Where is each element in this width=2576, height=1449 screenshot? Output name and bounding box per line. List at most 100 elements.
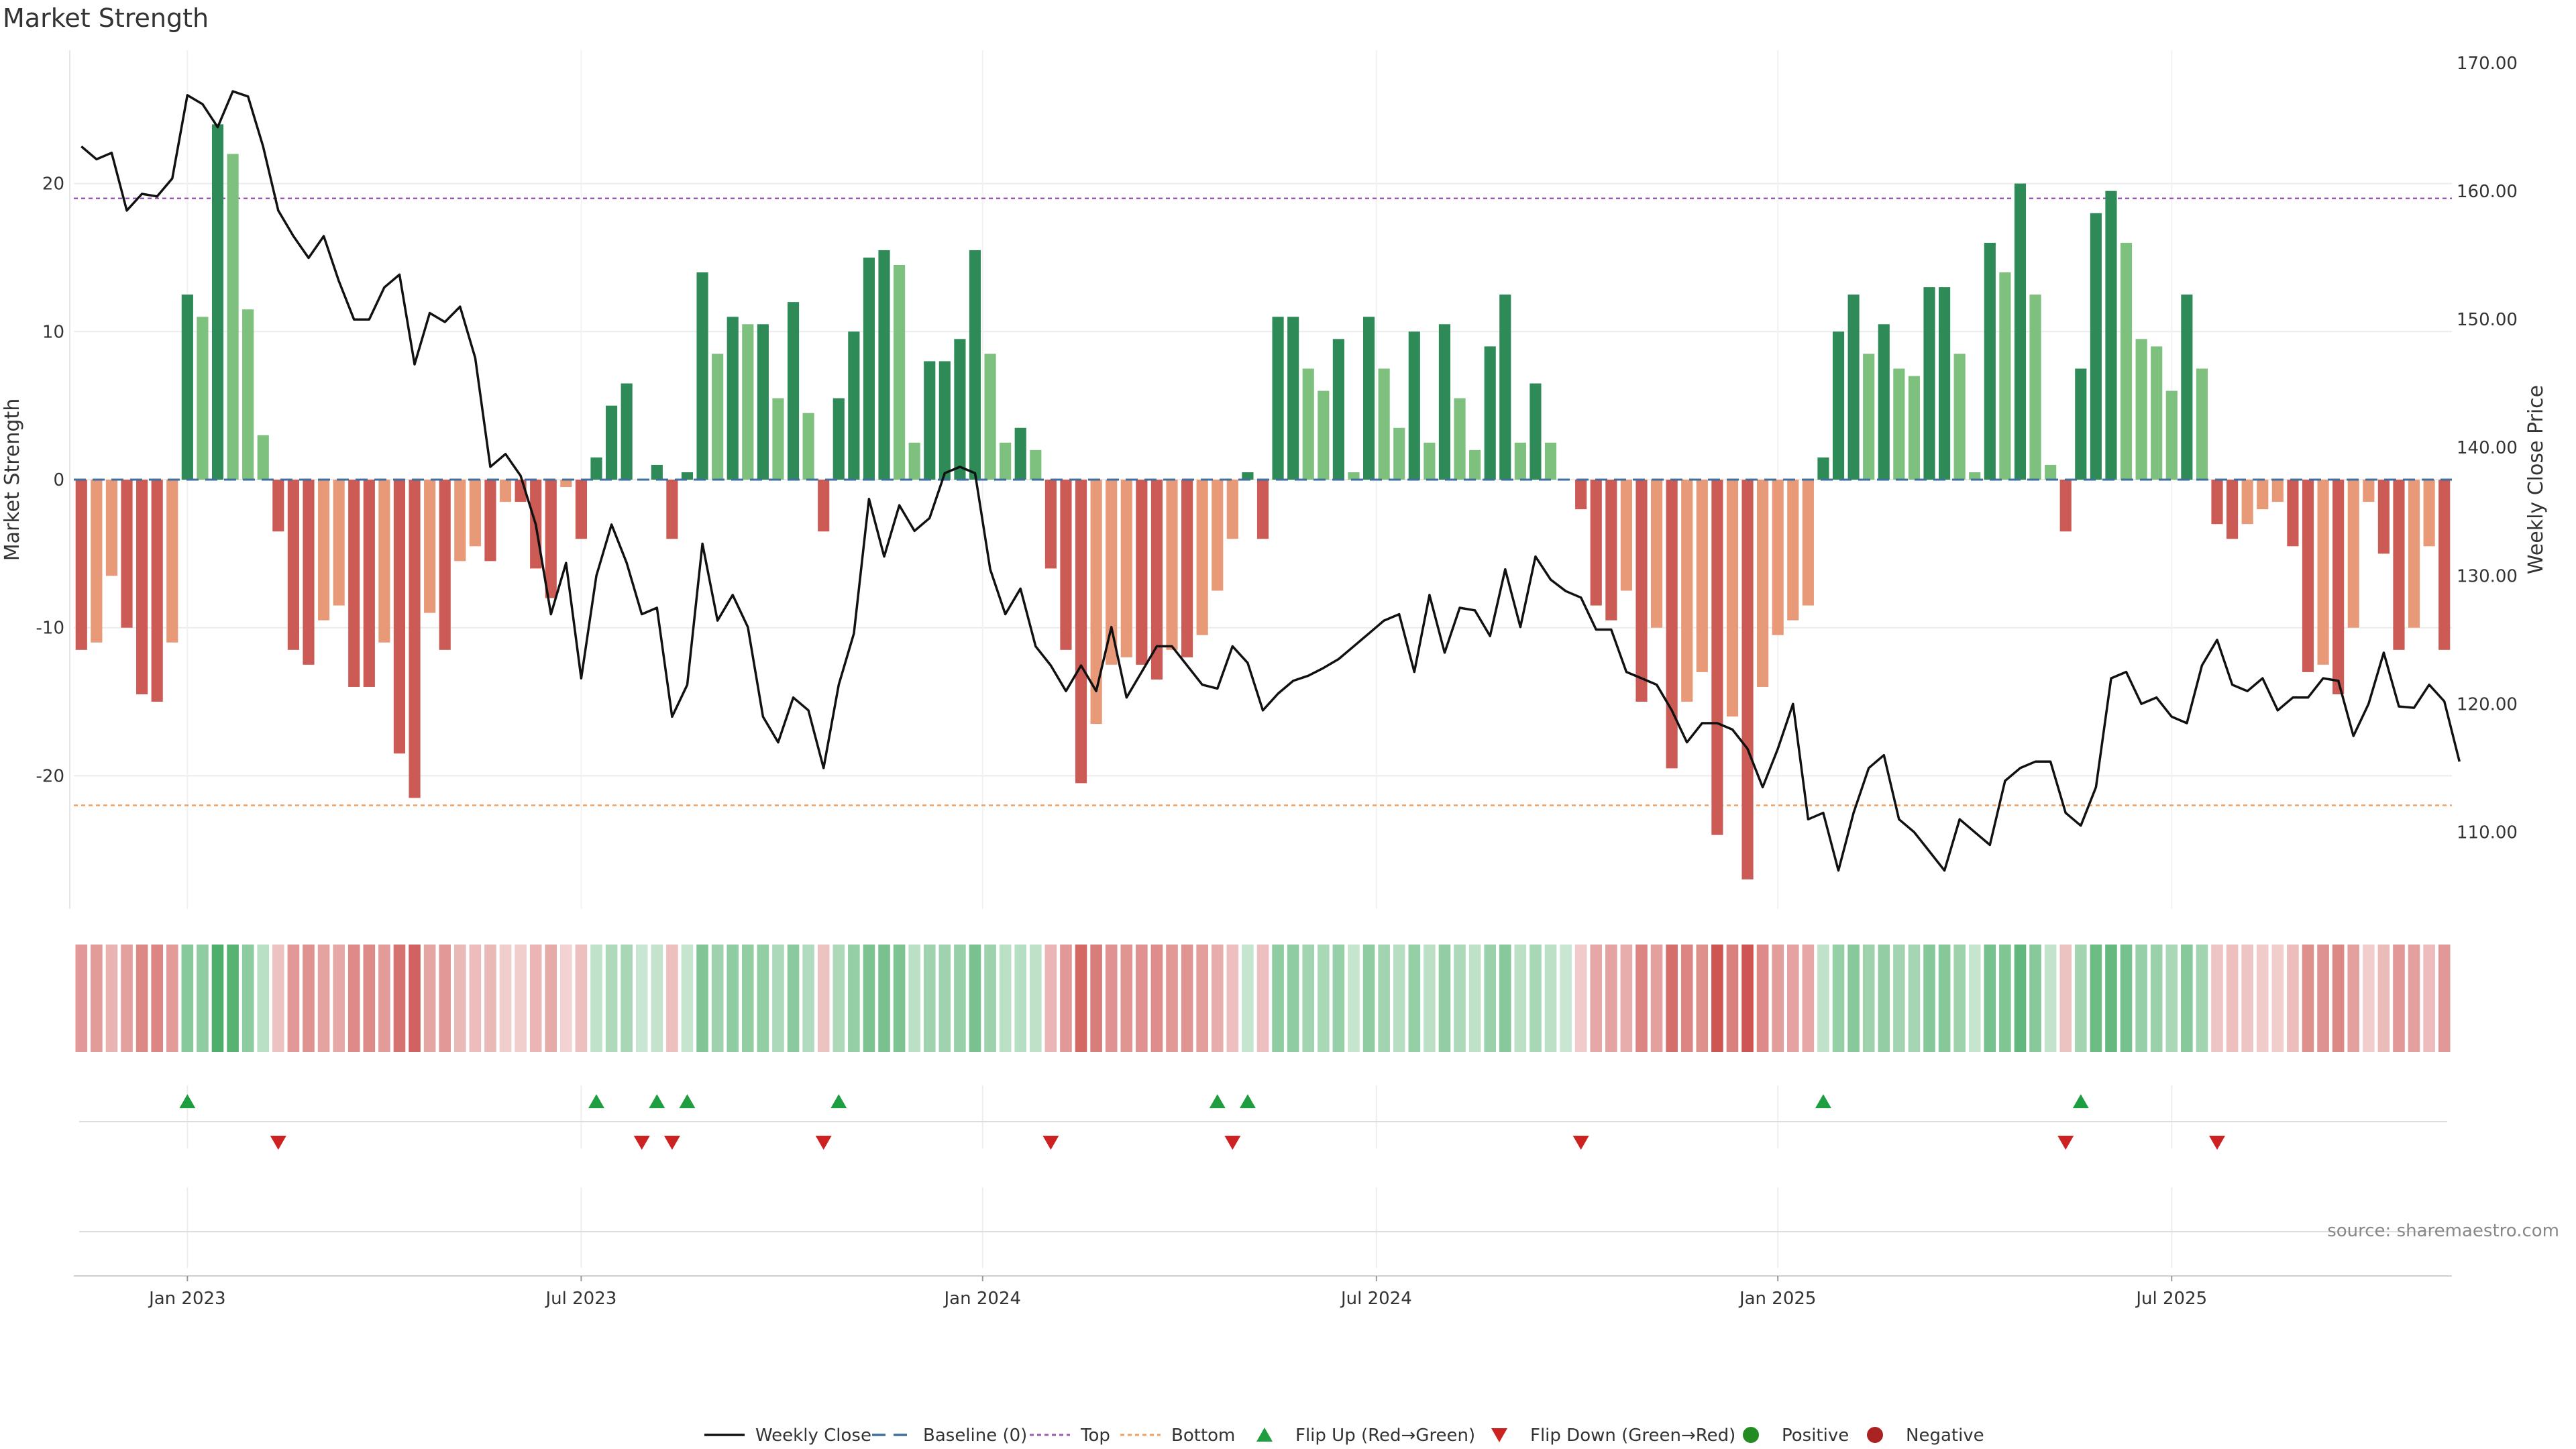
strength-strip-cell [1226, 945, 1239, 1052]
strength-strip-cell [1408, 945, 1421, 1052]
flip-down-marker [1224, 1136, 1241, 1150]
strength-strip-cell [2165, 945, 2178, 1052]
strength-bar [2135, 339, 2147, 480]
strength-strip-cell [938, 945, 951, 1052]
strength-strip-cell [2363, 945, 2375, 1052]
strength-strip-cell [923, 945, 936, 1052]
strength-bar [2241, 480, 2253, 525]
strength-bar [969, 250, 981, 480]
strength-strip-cell [545, 945, 557, 1052]
strength-strip-cell [317, 945, 330, 1052]
strength-strip-cell [696, 945, 708, 1052]
legend-label: Flip Down (Green→Red) [1530, 1426, 1735, 1446]
flip-up-marker [1815, 1094, 1831, 1108]
strength-strip-cell [2181, 945, 2193, 1052]
strength-bar [2393, 480, 2405, 650]
strength-strip-cell [499, 945, 512, 1052]
strength-bar [1802, 480, 1814, 606]
strength-bar [938, 361, 951, 480]
strength-strip-cell [423, 945, 436, 1052]
strength-bar [424, 480, 436, 613]
strength-bar [1484, 346, 1496, 480]
strength-strip-cell [363, 945, 376, 1052]
legend-swatch-flip-up [1256, 1428, 1273, 1442]
strength-bar [2059, 480, 2072, 532]
strength-strip-cell [211, 945, 224, 1052]
strength-strip-cell [2059, 945, 2072, 1052]
strength-bar [1060, 480, 1072, 650]
strength-bar [590, 457, 602, 480]
strength-strip-cell [2135, 945, 2147, 1052]
strength-bar [1212, 480, 1224, 591]
strength-strip-cell [1348, 945, 1360, 1052]
price-layer [80, 90, 2461, 872]
strength-strip-cell [1938, 945, 1951, 1052]
strength-strip-cell [711, 945, 724, 1052]
legend-item: Weekly Close [704, 1426, 871, 1446]
strength-strip-cell [2090, 945, 2102, 1052]
date-tick-label: Jul 2023 [545, 1289, 617, 1309]
strength-bar [1438, 324, 1451, 480]
strength-bar [1196, 480, 1208, 635]
strength-bar [666, 480, 678, 539]
strength-strip-cell [484, 945, 496, 1052]
strength-bar [181, 294, 193, 480]
strength-strip-cell [1953, 945, 1966, 1052]
strength-bar [1847, 294, 1860, 480]
strength-strip-cell [1150, 945, 1163, 1052]
strength-heat-strip [75, 945, 2451, 1052]
strength-strip-cell [2196, 945, 2208, 1052]
strength-bar [1030, 449, 1042, 480]
strength-strip-cell [1256, 945, 1269, 1052]
strength-strip-cell [878, 945, 890, 1052]
strength-strip-cell [787, 945, 800, 1052]
strength-bar [1272, 317, 1284, 480]
strength-strip-cell [1741, 945, 1754, 1052]
strength-strip-cell [1544, 945, 1557, 1052]
strength-bar [1136, 480, 1148, 665]
strength-bar [1741, 480, 1754, 879]
right-tick-label: 110.00 [2457, 822, 2518, 843]
strength-bar [1787, 480, 1799, 621]
legend-swatch-flip-down [1491, 1428, 1507, 1442]
strength-strip-cell [1711, 945, 1723, 1052]
strength-bar [1090, 480, 1102, 724]
strength-bar [1150, 480, 1163, 680]
strength-bar [2196, 368, 2208, 480]
strength-strip-cell [2074, 945, 2087, 1052]
strength-strip-cell [1499, 945, 1511, 1052]
strength-bar [1772, 480, 1784, 635]
strength-bar [1893, 368, 1905, 480]
strength-bar [1378, 368, 1390, 480]
strength-bar [2363, 480, 2375, 502]
strength-strip-cell [1680, 945, 1693, 1052]
strength-strip-cell [1468, 945, 1481, 1052]
strength-strip-cell [2120, 945, 2133, 1052]
legend-label: Positive [1782, 1426, 1849, 1446]
strength-bar [393, 480, 406, 754]
flip-up-marker [179, 1094, 196, 1108]
strength-strip-cell [2241, 945, 2253, 1052]
strength-strip-cell [666, 945, 678, 1052]
strength-bar [621, 383, 633, 480]
strength-strip-cell [1878, 945, 1890, 1052]
strength-strip-cell [1318, 945, 1330, 1052]
strength-bar [287, 480, 299, 650]
strength-bar [1393, 427, 1405, 480]
left-tick-label: 0 [53, 470, 64, 490]
strength-bar [469, 480, 481, 547]
strength-strip-cell [1332, 945, 1345, 1052]
strength-bar [499, 480, 512, 502]
strength-bar [1832, 331, 1845, 480]
strength-strip-cell [984, 945, 996, 1052]
strength-bar [1953, 354, 1966, 480]
strength-bar [2014, 183, 2027, 480]
strength-bar [954, 339, 966, 480]
right-tick-label: 150.00 [2457, 310, 2518, 330]
flip-up-marker [2072, 1094, 2089, 1108]
strength-strip-cell [2408, 945, 2420, 1052]
strength-bar [1014, 427, 1026, 480]
strength-strip-cell [1014, 945, 1027, 1052]
strength-bar [2408, 480, 2420, 628]
strength-strip-cell [1817, 945, 1829, 1052]
